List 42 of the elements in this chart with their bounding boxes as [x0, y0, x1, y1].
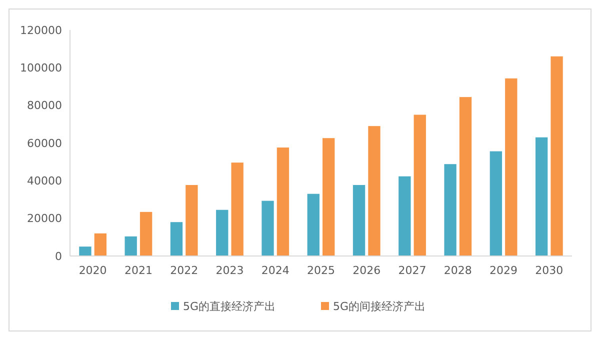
- x-tick-label: 2027: [398, 264, 426, 277]
- x-tick-label: 2020: [78, 264, 107, 277]
- x-tick-label: 2025: [307, 264, 335, 277]
- bar: [398, 176, 411, 256]
- bar: [505, 78, 518, 256]
- bar: [459, 97, 472, 256]
- legend-label: 5G的直接经济产出: [183, 300, 276, 313]
- x-tick-label: 2022: [170, 264, 198, 277]
- bar: [186, 185, 198, 256]
- legend-label: 5G的间接经济产出: [333, 300, 426, 313]
- bar: [262, 200, 274, 256]
- bar: [368, 126, 380, 256]
- bar: [490, 151, 502, 256]
- y-tick-label: 0: [55, 250, 62, 263]
- bar: [550, 56, 563, 256]
- y-tick-label: 100000: [20, 62, 62, 75]
- bar: [140, 212, 152, 256]
- bar: [216, 210, 228, 256]
- x-tick-label: 2024: [261, 264, 290, 277]
- bar: [231, 162, 244, 256]
- bar: [414, 114, 426, 256]
- x-tick-label: 2029: [490, 264, 518, 277]
- bar: [307, 194, 320, 256]
- bar: [94, 233, 107, 256]
- x-tick-label: 2021: [124, 264, 152, 277]
- bar: [276, 148, 290, 256]
- y-tick-label: 80000: [27, 99, 62, 112]
- bar: [79, 246, 92, 256]
- bar: [535, 137, 548, 256]
- bar: [124, 236, 137, 256]
- x-tick-label: 2023: [216, 264, 244, 277]
- y-tick-label: 20000: [27, 212, 62, 226]
- x-tick-label: 2028: [444, 264, 472, 277]
- bar: [170, 222, 183, 256]
- x-tick-label: 2026: [352, 264, 381, 277]
- y-tick-label: 120000: [20, 24, 62, 37]
- x-tick-label: 2030: [535, 264, 564, 277]
- bar: [322, 138, 335, 256]
- bar: [444, 164, 456, 256]
- bar: [352, 185, 366, 256]
- y-tick-label: 40000: [27, 174, 62, 188]
- y-tick-label: 60000: [27, 136, 62, 150]
